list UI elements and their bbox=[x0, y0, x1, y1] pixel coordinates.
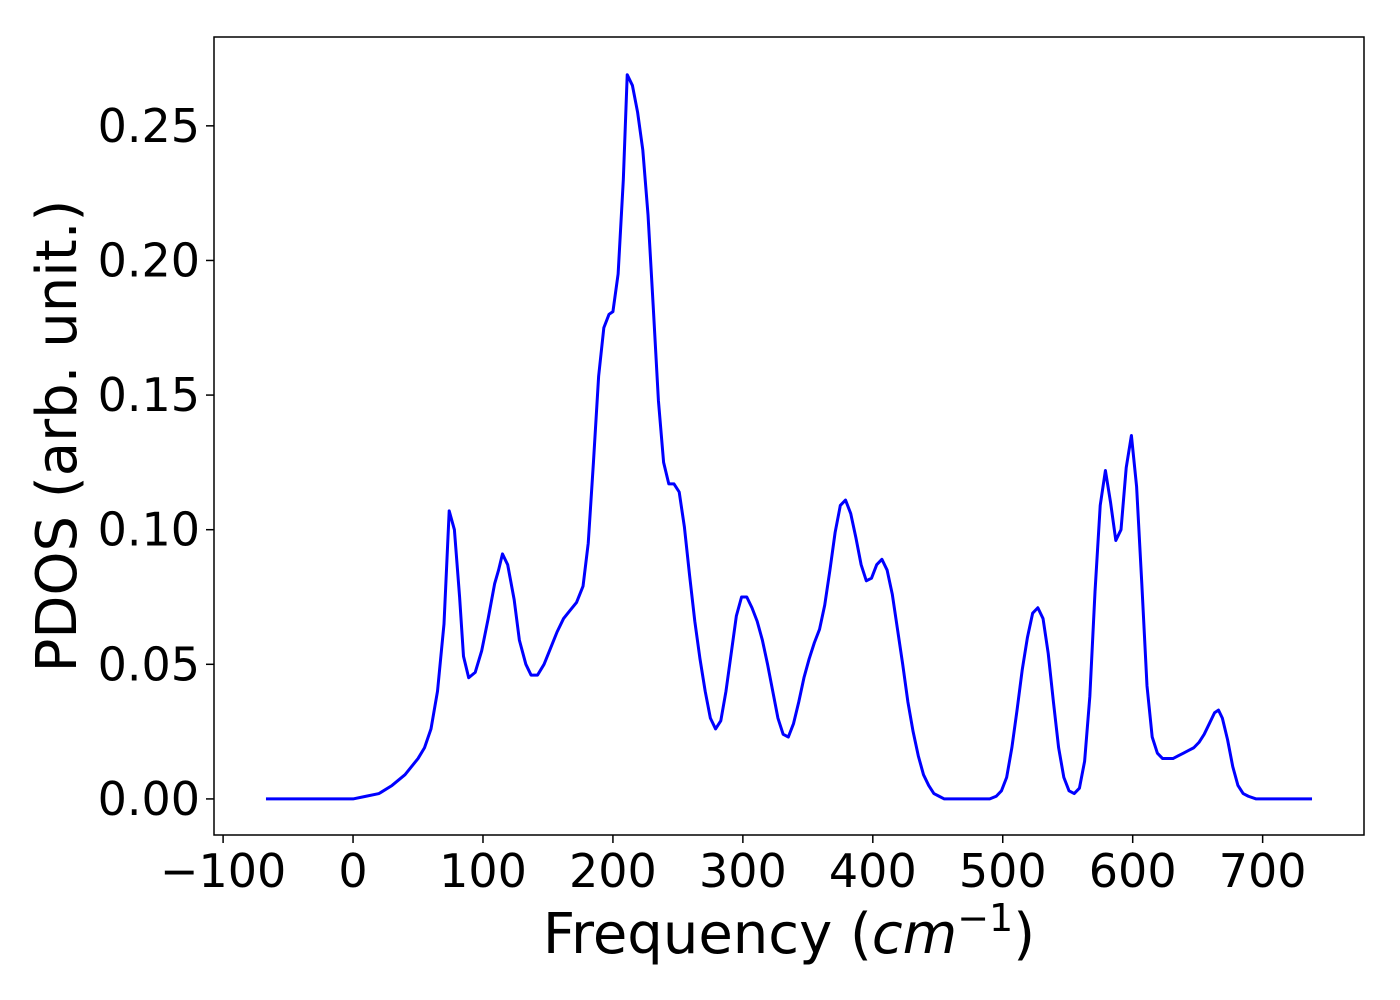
y-tick-label: 0.00 bbox=[98, 772, 200, 826]
y-tick-label: 0.10 bbox=[98, 503, 200, 557]
y-axis-label: PDOS (arb. unit.) bbox=[25, 200, 90, 673]
x-tick-label: 600 bbox=[1089, 844, 1177, 898]
x-tick-label: 300 bbox=[699, 844, 787, 898]
data-line bbox=[265, 73, 1313, 801]
y-tick-label: 0.20 bbox=[98, 233, 200, 287]
y-tick-label: 0.25 bbox=[98, 99, 200, 153]
x-tick-label: 500 bbox=[959, 844, 1047, 898]
plot-frame bbox=[213, 36, 1365, 836]
y-tick-label: 0.15 bbox=[98, 368, 200, 422]
y-tick-label: 0.05 bbox=[98, 637, 200, 691]
x-axis-label: Frequency (cm−1) bbox=[543, 896, 1035, 967]
x-tick-label: 0 bbox=[338, 844, 367, 898]
x-tick-label: 700 bbox=[1219, 844, 1307, 898]
x-tick-label: 400 bbox=[829, 844, 917, 898]
x-tick-label: −100 bbox=[160, 844, 286, 898]
x-tick-label: 100 bbox=[439, 844, 527, 898]
x-tick-label: 200 bbox=[569, 844, 657, 898]
